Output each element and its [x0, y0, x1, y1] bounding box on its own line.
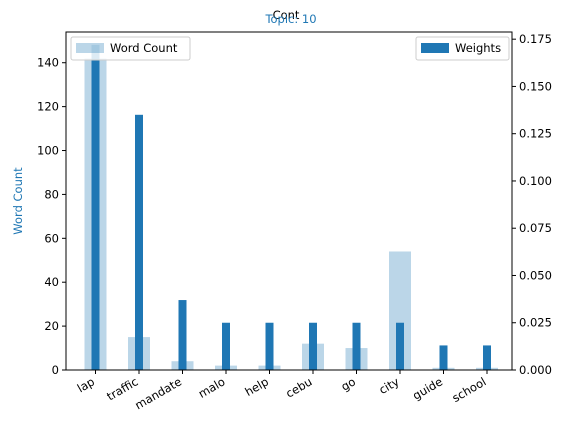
legend-swatch-weights	[421, 43, 449, 53]
left-tick-label: 60	[44, 231, 59, 245]
right-tick-label: 0.075	[519, 221, 552, 235]
legend-label-word-count: Word Count	[110, 41, 178, 55]
y-axis-label: Word Count	[11, 167, 25, 235]
right-tick-label: 0.050	[519, 268, 552, 282]
right-tick-label: 0.000	[519, 363, 552, 377]
x-tick-label-help: help	[242, 374, 271, 399]
bar-weight-go	[352, 322, 361, 370]
left-tick-label: 0	[52, 363, 59, 377]
plot-frame	[65, 31, 513, 371]
chart-title: Topic: 10	[264, 12, 316, 26]
x-tick-label-mandate: mandate	[132, 374, 184, 412]
left-tick-label: 140	[37, 56, 59, 70]
bar-weight-mandate	[178, 300, 187, 370]
x-tick-label-lap: lap	[75, 374, 97, 395]
left-tick-label: 40	[44, 275, 59, 289]
x-tick-label-city: city	[376, 374, 401, 397]
x-tick-label-cebu: cebu	[283, 374, 314, 400]
x-tick-label-guide: guide	[410, 374, 445, 402]
left-axis: 0 20 40 60 80 100 120 140	[37, 56, 66, 377]
left-tick-label: 120	[37, 100, 59, 114]
chart-overlay-text: Cont	[273, 8, 300, 22]
x-tick-label-malo: malo	[196, 374, 228, 400]
left-tick-label: 80	[44, 187, 59, 201]
bars-layer	[84, 44, 498, 371]
legend-swatch-word-count	[76, 43, 104, 53]
x-tick-label-school: school	[450, 374, 489, 405]
x-tick-label-go: go	[339, 374, 358, 393]
bar-weight-help	[265, 322, 274, 370]
right-tick-label: 0.025	[519, 316, 552, 330]
right-tick-label: 0.175	[519, 32, 552, 46]
right-tick-label: 0.125	[519, 127, 552, 141]
left-tick-label: 20	[44, 319, 59, 333]
bar-weight-school	[483, 345, 491, 370]
left-tick-label: 100	[37, 144, 59, 158]
legend-word-count: Word Count	[70, 36, 191, 61]
bar-weight-guide	[439, 345, 448, 370]
bar-weight-malo	[222, 322, 230, 370]
bar-word-count-city	[389, 251, 411, 370]
legend-weights: Weights	[415, 36, 510, 61]
right-axis: 0.000 0.025 0.050 0.075 0.100 0.125 0.150 0.175	[512, 32, 552, 377]
bar-weight-cebu	[309, 322, 317, 370]
bar-weight-lap	[91, 44, 100, 371]
bar-weight-traffic	[135, 114, 143, 370]
right-tick-label: 0.100	[519, 174, 552, 188]
right-tick-label: 0.150	[519, 79, 552, 93]
legend-label-weights: Weights	[455, 41, 501, 55]
bar-weight-city	[396, 322, 404, 370]
